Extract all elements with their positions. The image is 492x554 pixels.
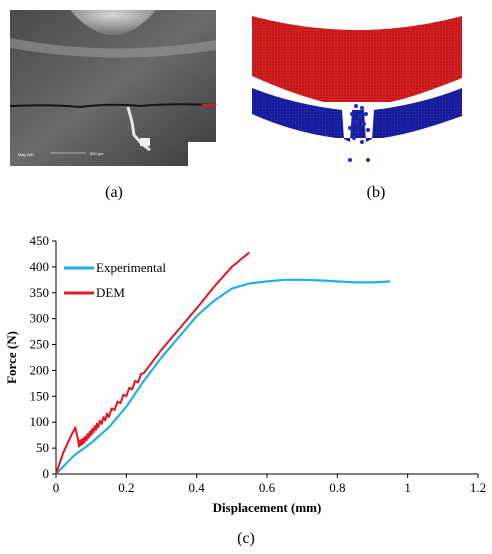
x-axis-ticks: 0 0.2 0.4 0.6 0.8 1 1.2 <box>53 474 486 495</box>
force-displacement-chart: 0 50 100 150 200 250 300 350 400 450 0 0.2 0.4 0.6 0.… <box>4 233 486 515</box>
dem-simulation-image <box>252 16 462 162</box>
x-tick-label: 0.2 <box>118 480 134 495</box>
series-layer <box>55 251 391 475</box>
svg-text:500 μm: 500 μm <box>90 151 104 156</box>
y-axis-title: Force (N) <box>4 331 19 384</box>
y-tick-label: 450 <box>30 233 50 248</box>
y-axis-ticks: 0 50 100 150 200 250 300 350 400 450 <box>30 233 56 481</box>
y-tick-label: 350 <box>30 285 50 300</box>
svg-text:Mag WD: Mag WD <box>18 152 34 157</box>
y-tick-label: 50 <box>36 440 49 455</box>
y-tick-label: 300 <box>30 311 50 326</box>
y-tick-label: 0 <box>43 466 50 481</box>
y-tick-label: 150 <box>30 388 50 403</box>
series-line-dem <box>55 251 251 475</box>
y-tick-label: 250 <box>30 337 50 352</box>
x-tick-label: 0.6 <box>259 480 276 495</box>
sem-micrograph-image: Mag WD 500 μm <box>10 10 216 166</box>
x-tick-label: 1.2 <box>470 480 486 495</box>
x-tick-label: 0.8 <box>329 480 345 495</box>
chart-legend: Experimental DEM <box>64 260 166 300</box>
panel-c-label: (c) <box>237 530 255 547</box>
legend-label-experimental: Experimental <box>96 260 166 275</box>
x-tick-label: 1 <box>404 480 411 495</box>
x-tick-label: 0 <box>53 480 60 495</box>
series-line-experimental <box>55 278 391 475</box>
y-tick-label: 400 <box>30 259 50 274</box>
legend-label-dem: DEM <box>96 285 125 300</box>
panel-b-label: (b) <box>366 184 386 201</box>
panel-a-label: (a) <box>105 184 123 201</box>
y-tick-label: 200 <box>30 362 50 377</box>
x-axis-title: Displacement (mm) <box>213 500 322 515</box>
x-tick-label: 0.4 <box>189 480 206 495</box>
y-tick-label: 100 <box>30 414 50 429</box>
